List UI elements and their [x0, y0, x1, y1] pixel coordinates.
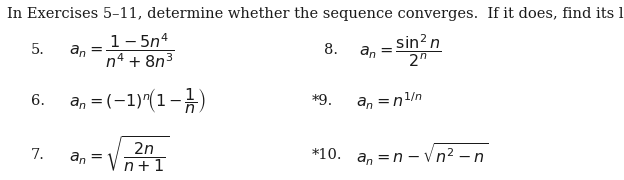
Text: $a_n = n - \sqrt{n^2-n}$: $a_n = n - \sqrt{n^2-n}$	[356, 141, 488, 168]
Text: *10.: *10.	[312, 148, 343, 162]
Text: 7.: 7.	[31, 148, 45, 162]
Text: 6.: 6.	[31, 94, 45, 108]
Text: $a_n = n^{1/n}$: $a_n = n^{1/n}$	[356, 90, 422, 111]
Text: $a_n = \sqrt{\dfrac{2n}{n+1}}$: $a_n = \sqrt{\dfrac{2n}{n+1}}$	[69, 135, 169, 175]
Text: *9.: *9.	[312, 94, 333, 108]
Text: In Exercises 5–11, determine whether the sequence converges.  If it does, find i: In Exercises 5–11, determine whether the…	[7, 7, 624, 21]
Text: $a_n = \dfrac{1-5n^4}{n^4+8n^3}$: $a_n = \dfrac{1-5n^4}{n^4+8n^3}$	[69, 31, 174, 70]
Text: 8.: 8.	[324, 43, 338, 57]
Text: $a_n = \dfrac{\sin^2 n}{2^n}$: $a_n = \dfrac{\sin^2 n}{2^n}$	[359, 32, 441, 69]
Text: $a_n = (-1)^n\!\left(1-\dfrac{1}{n}\right)$: $a_n = (-1)^n\!\left(1-\dfrac{1}{n}\righ…	[69, 86, 205, 116]
Text: 5.: 5.	[31, 43, 45, 57]
